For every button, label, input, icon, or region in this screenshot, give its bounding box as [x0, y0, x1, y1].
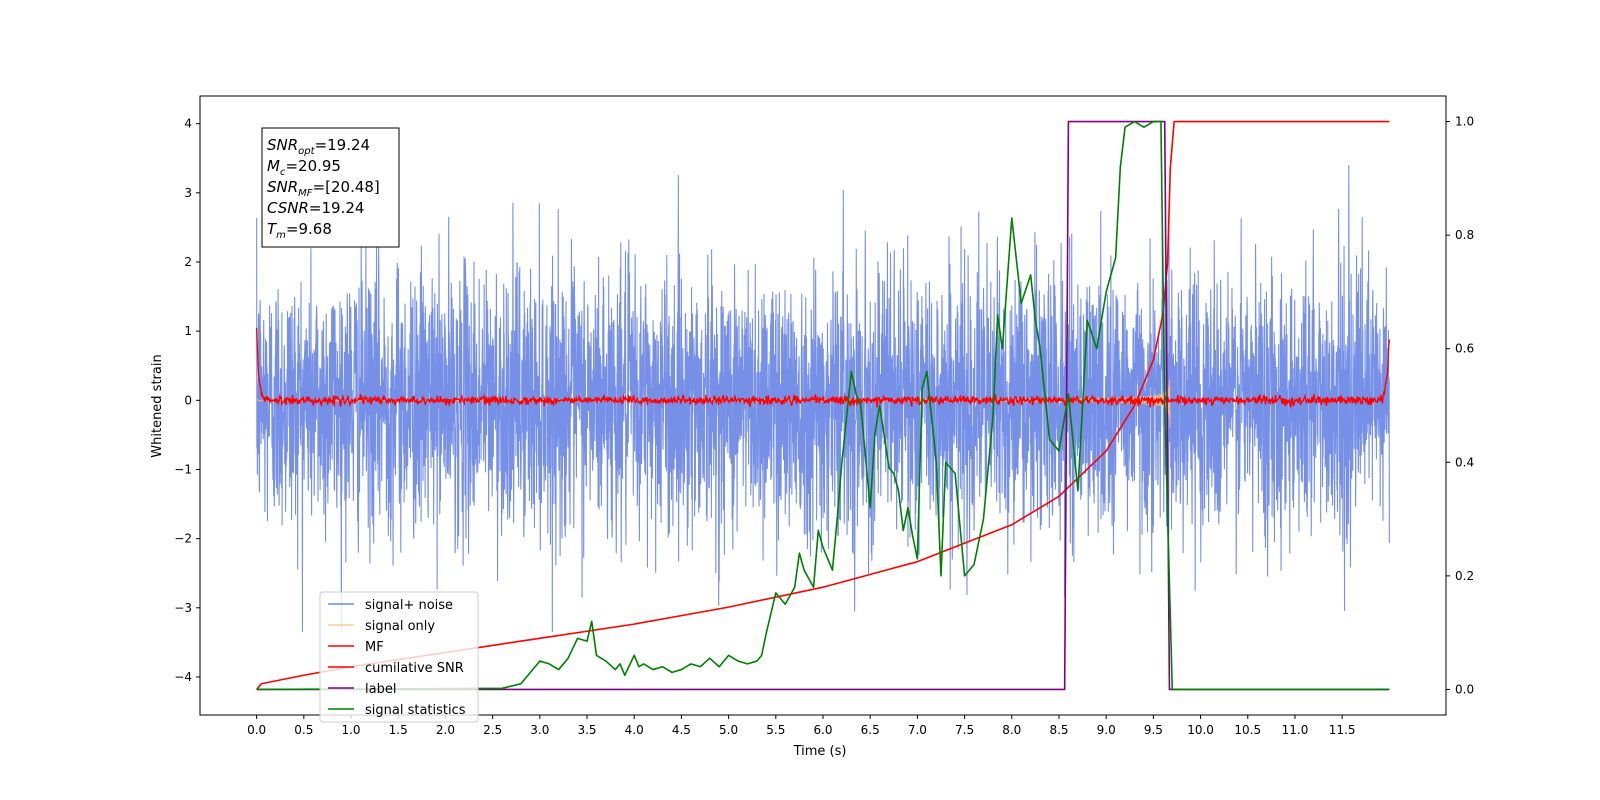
y-left-tick-label: 4: [184, 117, 192, 131]
x-tick-label: 9.0: [1097, 723, 1116, 737]
info-value: =19.24: [315, 136, 371, 154]
info-subscript: MF: [298, 188, 313, 199]
x-tick-label: 9.5: [1144, 723, 1163, 737]
info-value: =19.24: [309, 199, 365, 217]
info-box-row: CSNR=19.24: [267, 199, 364, 217]
info-symbol: T: [267, 220, 278, 238]
x-tick-label: 7.5: [955, 723, 974, 737]
y-right-tick-label: 0.8: [1455, 228, 1474, 242]
x-tick-label: 11.5: [1329, 723, 1356, 737]
x-tick-label: 5.0: [719, 723, 738, 737]
x-tick-label: 0.5: [294, 723, 313, 737]
x-tick-label: 1.5: [389, 723, 408, 737]
info-symbol: CSNR: [267, 199, 309, 217]
info-box-frame: [261, 127, 400, 248]
x-tick-label: 1.0: [341, 723, 360, 737]
y-axis-left: −4 −3 −2 −1 0 1 2 3 4: [174, 117, 200, 684]
x-tick-label: 10.5: [1234, 723, 1261, 737]
info-value: =[20.48]: [313, 178, 380, 196]
info-symbol: SNR: [267, 136, 298, 154]
y-left-tick-label: 3: [184, 186, 192, 200]
info-box-row: Tm=9.68: [267, 220, 332, 241]
x-tick-label: 4.0: [625, 723, 644, 737]
info-value: =20.95: [285, 157, 341, 175]
x-tick-label: 11.0: [1282, 723, 1309, 737]
y-left-tick-label: 1: [184, 324, 192, 338]
legend-frame: [319, 591, 479, 723]
x-tick-label: 3.5: [577, 723, 596, 737]
x-tick-label: 2.5: [483, 723, 502, 737]
x-tick-label: 4.5: [672, 723, 691, 737]
info-symbol: SNR: [267, 178, 298, 196]
x-tick-label: 2.0: [436, 723, 455, 737]
y-left-tick-label: −1: [174, 462, 192, 476]
x-tick-label: 6.5: [861, 723, 880, 737]
info-box-row: SNRMF=[20.48]: [267, 178, 380, 199]
y-right-tick-label: 0.0: [1455, 682, 1474, 696]
info-subscript: m: [276, 230, 286, 241]
x-tick-label: 8.0: [1002, 723, 1021, 737]
y-right-tick-label: 1.0: [1455, 115, 1474, 129]
x-tick-label: 3.0: [530, 723, 549, 737]
series-signal-statistics: [256, 120, 1390, 691]
x-tick-label: 5.5: [766, 723, 785, 737]
info-subscript: opt: [298, 146, 315, 157]
y-left-tick-label: −2: [174, 532, 192, 546]
info-box: SNRopt=19.24Mc=20.95SNRMF=[20.48]CSNR=19…: [261, 127, 400, 248]
info-symbol: M: [267, 157, 280, 175]
legend-label: cumilative SNR: [365, 661, 464, 676]
y-right-tick-label: 0.2: [1455, 569, 1474, 583]
x-axis-label: Time (s): [793, 744, 847, 759]
y-axis-label: Whitened strain: [150, 354, 165, 457]
y-right-tick-label: 0.4: [1455, 455, 1474, 469]
legend: signal+ noise signal only MF cumilative SNR…: [319, 591, 479, 723]
series-mf: [255, 327, 1391, 408]
info-subscript: c: [280, 167, 286, 178]
y-axis-right: 0.0 0.2 0.4 0.6 0.8 1.0: [1446, 115, 1474, 696]
x-tick-label: 10.0: [1187, 723, 1214, 737]
info-box-row: Mc=20.95: [267, 157, 341, 178]
x-axis: 0.0 0.5 1.0 1.5 2.0 2.5 3.0 3.5 4.0 4.5 5.0 5.5 6.0 6…: [247, 715, 1356, 737]
info-box-row: SNRopt=19.24: [267, 136, 370, 157]
legend-label: label: [365, 682, 396, 697]
x-tick-label: 6.0: [813, 723, 832, 737]
series-signal-noise: [256, 165, 1390, 633]
y-left-tick-label: 2: [184, 255, 192, 269]
y-left-tick-label: −3: [174, 601, 192, 615]
y-left-tick-label: −4: [174, 670, 192, 684]
legend-label: signal only: [365, 619, 435, 634]
legend-label: signal statistics: [365, 703, 466, 718]
y-right-tick-label: 0.6: [1455, 342, 1474, 356]
y-left-tick-label: 0: [184, 393, 192, 407]
x-tick-label: 0.0: [247, 723, 266, 737]
x-tick-label: 8.5: [1049, 723, 1068, 737]
legend-label: signal+ noise: [365, 598, 453, 613]
legend-label: MF: [365, 640, 384, 655]
info-value: =9.68: [286, 220, 332, 238]
x-tick-label: 7.0: [908, 723, 927, 737]
